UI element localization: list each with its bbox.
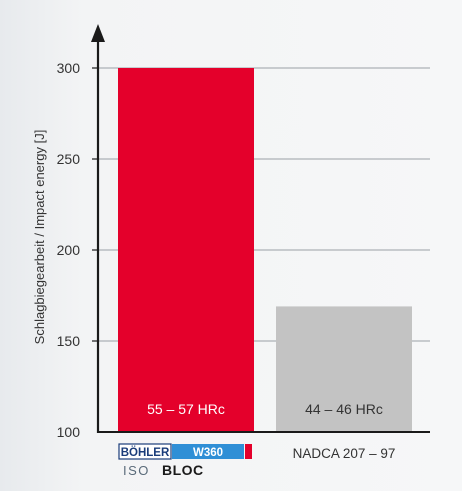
bohler-w360-isobloc-logo: BÖHLER W360 ISO BLOC [118, 443, 252, 478]
y-tick-label-150: 150 [57, 333, 81, 349]
y-axis-label: Schlagbiegearbeit / Impact energy [J] [32, 130, 47, 345]
bar-label-2: 44 – 46 HRc [305, 401, 383, 417]
logo-brand-box [118, 443, 172, 460]
y-axis-arrow [91, 24, 105, 42]
y-tick-labels: 100 150 200 250 300 [57, 60, 81, 440]
logo-grade-text: W360 [193, 447, 223, 459]
logo-grade-box [172, 444, 244, 459]
y-tick-label-300: 300 [57, 60, 81, 76]
axes [91, 24, 430, 433]
bar-label-1: 55 – 57 HRc [147, 401, 225, 417]
y-tick-label-250: 250 [57, 151, 81, 167]
bar-1 [118, 68, 254, 432]
logo-bloc-text: BLOC [162, 462, 204, 478]
bar-2 [276, 306, 412, 432]
logo-brand-text: BÖHLER [121, 446, 170, 459]
x-category-label-nadca: NADCA 207 – 97 [293, 446, 396, 461]
y-tick-label-200: 200 [57, 242, 81, 258]
y-tick-label-100: 100 [57, 424, 81, 440]
bars: 55 – 57 HRc 44 – 46 HRc [118, 68, 412, 432]
logo-accent-bar [245, 444, 252, 459]
logo-iso-text: ISO [123, 463, 150, 478]
